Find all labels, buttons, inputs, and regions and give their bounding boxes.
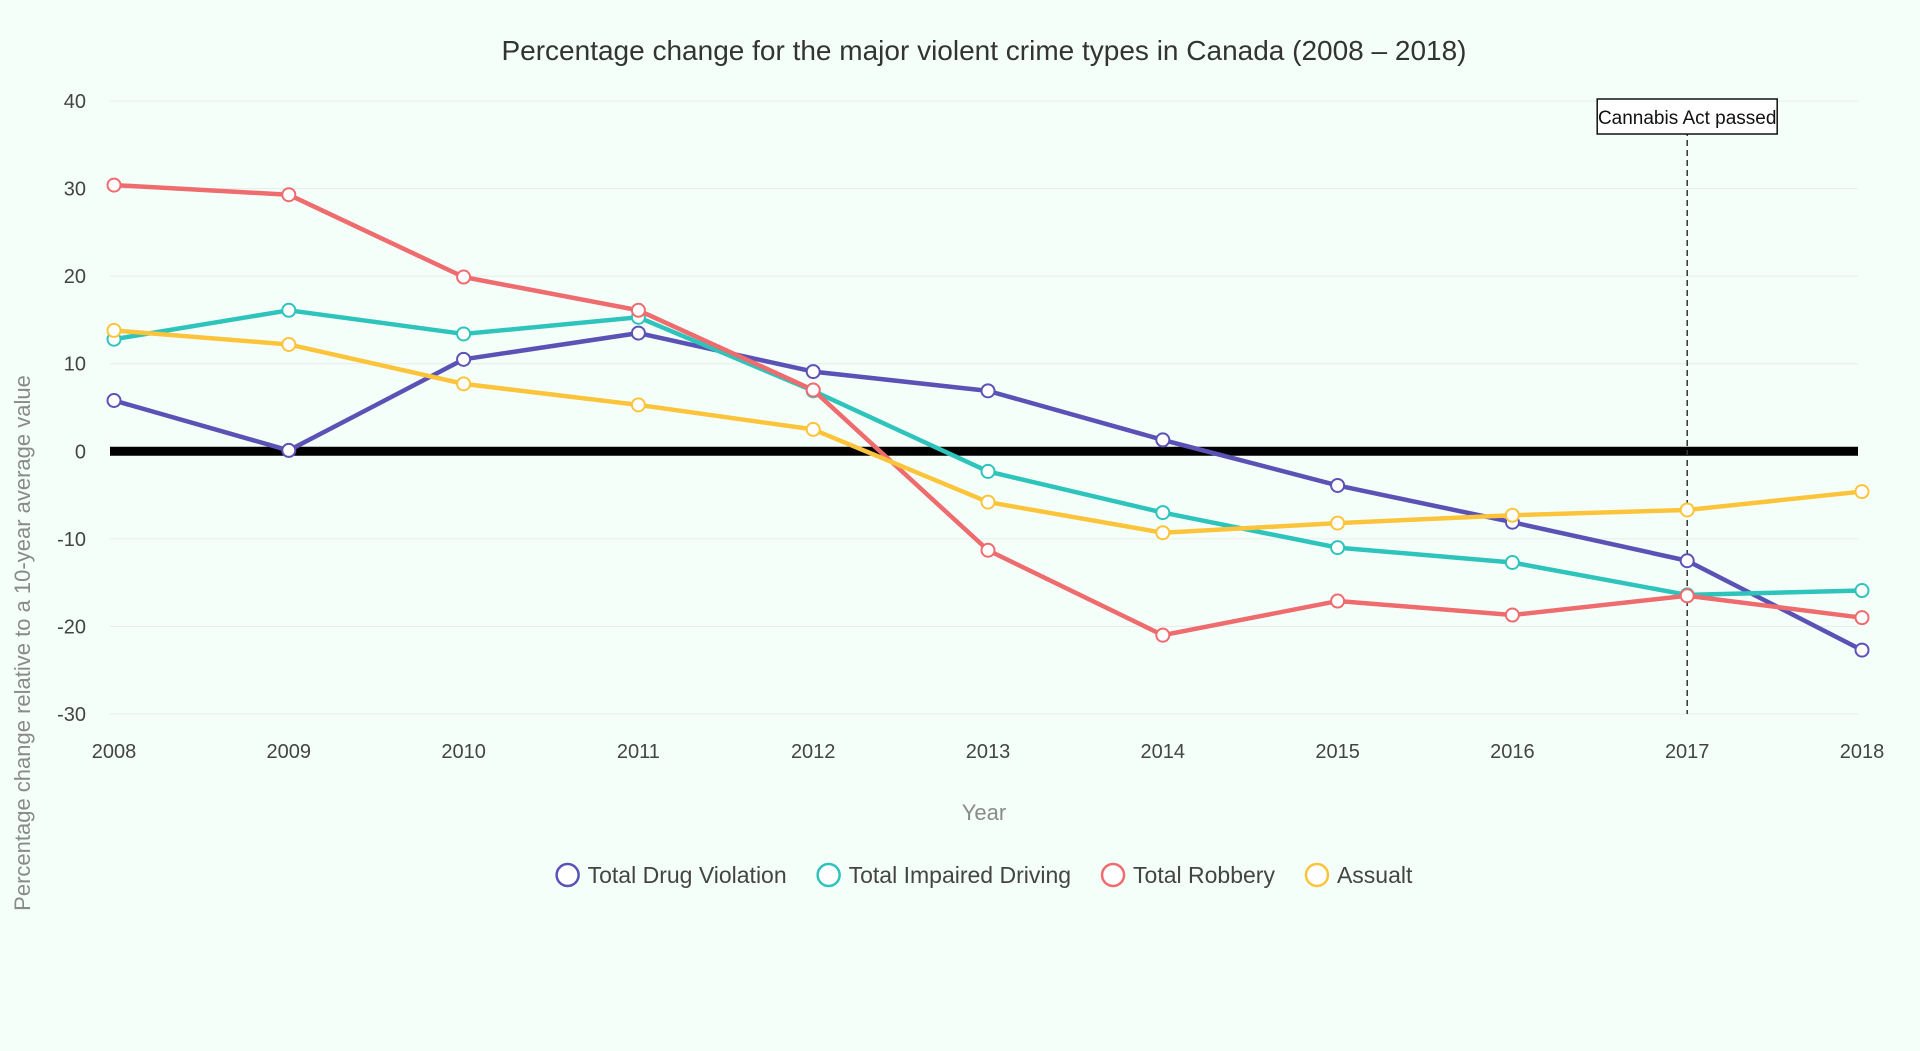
data-point[interactable] <box>281 442 297 458</box>
x-axis-ticks: 2008 2009 2010 2011 2012 2013 2014 2015 2016 2017… <box>92 741 1885 763</box>
legend-item[interactable]: Assualt <box>1304 862 1413 888</box>
data-point[interactable] <box>630 302 646 318</box>
series-layer <box>106 177 1870 658</box>
data-point[interactable] <box>980 383 996 399</box>
x-tick-label: 2014 <box>1141 741 1186 763</box>
data-point[interactable] <box>1679 553 1695 569</box>
grid <box>110 100 1858 715</box>
legend-marker-icon <box>555 862 580 888</box>
legend-item[interactable]: Total Drug Violation <box>555 862 787 888</box>
data-point[interactable] <box>1330 477 1346 493</box>
data-point[interactable] <box>1504 555 1520 571</box>
data-point[interactable] <box>1854 583 1870 599</box>
data-point[interactable] <box>106 177 122 193</box>
data-point[interactable] <box>805 421 821 437</box>
x-tick-label: 2011 <box>617 741 660 763</box>
legend-item[interactable]: Total Robbery <box>1100 862 1275 888</box>
data-point[interactable] <box>106 322 122 338</box>
y-tick-label: 30 <box>64 179 86 201</box>
x-tick-label: 2012 <box>791 741 836 763</box>
data-point[interactable] <box>1155 525 1171 541</box>
legend-label: Total Robbery <box>1133 862 1275 888</box>
x-tick-label: 2017 <box>1665 741 1710 763</box>
legend-marker-icon <box>816 862 841 888</box>
annotation-box <box>1596 98 1778 135</box>
annotation-layer: Cannabis Act passed <box>1596 98 1778 714</box>
data-point[interactable] <box>1155 432 1171 448</box>
data-point[interactable] <box>980 463 996 479</box>
data-point[interactable] <box>1504 607 1520 623</box>
legend-label: Total Impaired Driving <box>849 862 1071 888</box>
data-point[interactable] <box>1679 588 1695 604</box>
series-assualt <box>106 322 1870 541</box>
data-point[interactable] <box>281 302 297 318</box>
x-tick-label: 2015 <box>1315 741 1360 763</box>
data-point[interactable] <box>630 325 646 341</box>
legend-label: Assualt <box>1337 862 1413 888</box>
data-point[interactable] <box>1155 505 1171 521</box>
data-point[interactable] <box>1854 610 1870 626</box>
annotation-text: Cannabis Act passed <box>1598 108 1777 129</box>
series-line <box>111 330 1865 653</box>
data-point[interactable] <box>456 326 472 342</box>
data-point[interactable] <box>1854 484 1870 500</box>
y-tick-label: 20 <box>64 266 86 288</box>
data-point[interactable] <box>805 382 821 398</box>
y-axis-ticks: 40 30 20 10 0 -10 -20 -30 <box>57 91 86 726</box>
data-point[interactable] <box>980 494 996 510</box>
data-point[interactable] <box>456 351 472 367</box>
legend-item[interactable]: Total Impaired Driving <box>816 862 1071 888</box>
y-tick-label: 10 <box>64 354 86 376</box>
annotation-label: Cannabis Act passed <box>1596 98 1778 135</box>
data-point[interactable] <box>1155 627 1171 643</box>
x-tick-label: 2013 <box>966 741 1011 763</box>
data-point[interactable] <box>281 336 297 352</box>
y-tick-label: -10 <box>57 529 86 551</box>
data-point[interactable] <box>630 397 646 413</box>
x-tick-label: 2018 <box>1840 741 1885 763</box>
data-point[interactable] <box>1330 540 1346 556</box>
data-point[interactable] <box>281 187 297 203</box>
data-point[interactable] <box>456 269 472 285</box>
data-point[interactable] <box>1330 593 1346 609</box>
x-tick-label: 2016 <box>1490 741 1535 763</box>
data-point[interactable] <box>980 542 996 558</box>
y-tick-label: -30 <box>57 704 86 726</box>
data-point[interactable] <box>1330 515 1346 531</box>
data-point[interactable] <box>1679 502 1695 518</box>
data-point[interactable] <box>106 392 122 408</box>
legend-marker-icon <box>1100 862 1126 888</box>
x-tick-label: 2008 <box>92 741 137 763</box>
x-tick-label: 2009 <box>267 741 312 763</box>
x-axis-title: Year <box>962 800 1006 825</box>
data-point[interactable] <box>1854 642 1870 658</box>
y-tick-label: -20 <box>57 616 86 638</box>
x-tick-label: 2010 <box>441 741 486 763</box>
data-point[interactable] <box>1504 507 1520 523</box>
legend-marker-icon <box>1304 862 1330 888</box>
y-tick-label: 0 <box>75 441 86 463</box>
legend-label: Total Drug Violation <box>588 862 787 888</box>
y-axis-title: Percentage change relative to a 10-year … <box>10 375 35 911</box>
data-point[interactable] <box>456 376 472 392</box>
data-point[interactable] <box>805 364 821 380</box>
series-total-robbery <box>106 177 1870 643</box>
y-tick-label: 40 <box>64 91 86 113</box>
legend: Total Drug Violation Total Impaired Drivi… <box>555 862 1413 888</box>
chart-title: Percentage change for the major violent … <box>501 35 1466 66</box>
series-line <box>111 182 1865 638</box>
